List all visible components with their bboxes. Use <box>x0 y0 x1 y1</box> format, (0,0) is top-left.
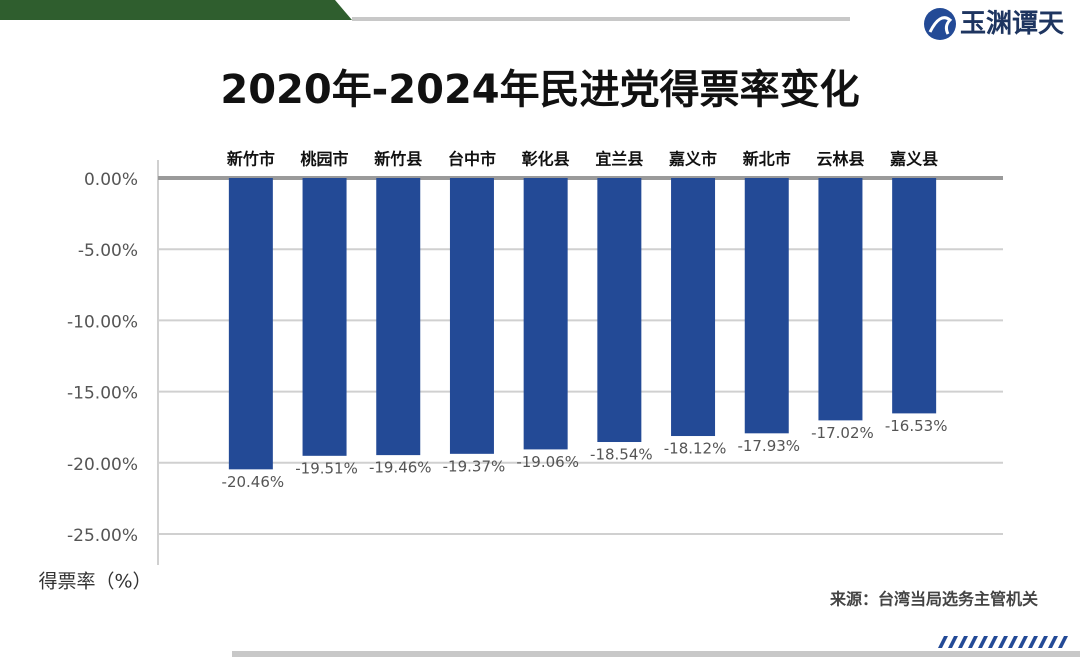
bottom-rule <box>232 651 1080 657</box>
x-tick-label: 台中市 <box>448 150 496 169</box>
y-tick-label: 0.00% <box>84 170 138 190</box>
value-label: -17.93% <box>737 437 800 455</box>
logo-mark <box>928 16 953 35</box>
bar <box>744 178 789 434</box>
bar <box>376 178 421 456</box>
bottom-stripes <box>938 636 1068 648</box>
bar <box>302 178 347 456</box>
y-tick-label: -10.00% <box>67 312 138 332</box>
value-label: -19.51% <box>295 459 358 477</box>
top-rule <box>352 17 850 21</box>
chart-title: 2020年-2024年民进党得票率变化 <box>220 67 859 113</box>
value-label: -16.53% <box>885 417 948 435</box>
x-tick-label: 嘉义县 <box>889 150 938 169</box>
x-tick-label: 彰化县 <box>522 150 570 169</box>
x-tick-label: 嘉义市 <box>668 150 717 169</box>
x-tick-label: 宜兰县 <box>595 150 643 169</box>
bar <box>671 178 716 437</box>
bar <box>523 178 568 450</box>
value-label: -17.02% <box>811 424 874 442</box>
y-tick-label: -20.00% <box>67 455 138 475</box>
value-label: -19.46% <box>369 459 432 477</box>
logo-text: 玉渊谭天 <box>960 9 1064 39</box>
y-tick-label: -25.00% <box>67 526 138 546</box>
bar <box>597 178 642 443</box>
logo-icon <box>924 8 956 40</box>
bar <box>228 178 273 470</box>
bar <box>892 178 937 414</box>
value-label: -19.06% <box>516 453 579 471</box>
bar <box>449 178 494 454</box>
y-axis-title: 得票率（%） <box>38 571 151 593</box>
y-tick-label: -15.00% <box>67 384 138 404</box>
x-tick-label: 云林县 <box>816 150 864 169</box>
x-tick-label: 桃园市 <box>301 150 349 169</box>
bar <box>818 178 863 421</box>
value-label: -18.54% <box>590 446 653 464</box>
value-label: -20.46% <box>222 473 285 491</box>
top-banner <box>0 0 352 20</box>
value-label: -19.37% <box>443 457 506 475</box>
x-tick-label: 新北市 <box>743 150 791 169</box>
value-label: -18.12% <box>664 440 727 458</box>
x-tick-label: 新竹市 <box>227 150 275 169</box>
x-tick-label: 新竹县 <box>374 150 422 169</box>
source-note: 来源：台湾当局选务主管机关 <box>829 590 1038 609</box>
y-tick-label: -5.00% <box>78 241 138 261</box>
